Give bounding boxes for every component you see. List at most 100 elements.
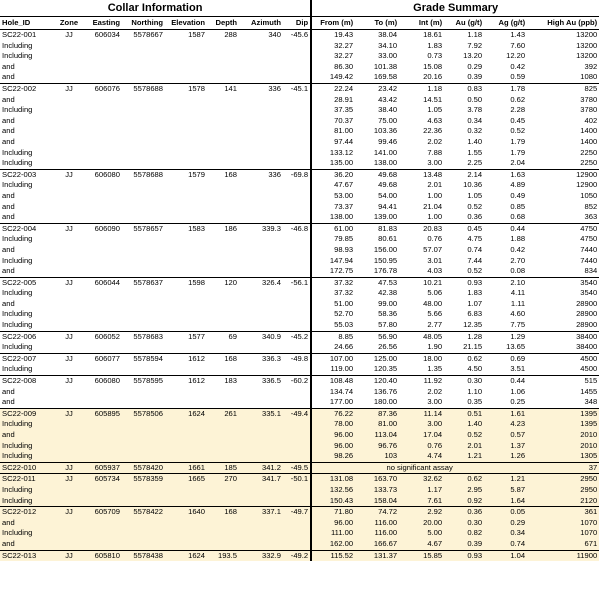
- grade-cell: 99.00: [378, 298, 398, 308]
- empty-cell: [239, 397, 283, 408]
- table-row: SC22-005 JJ 606044 5578637 1598 120 326.4 -56.1…: [0, 276, 600, 289]
- grade-cell: 1.10: [467, 386, 483, 396]
- grade-cell: 2.92: [399, 506, 445, 518]
- collar-cell: SC22-005: [0, 276, 56, 289]
- collar-cell: -50.1: [283, 473, 313, 485]
- table-row: and 28.91 43.42 14.51 0.50 0.62 3780: [0, 94, 599, 106]
- grade-cell: 12900: [576, 180, 598, 190]
- empty-cell: [239, 495, 283, 507]
- grade-cell: 0.05: [484, 506, 528, 518]
- table-row: SC22-004 JJ 606090 5578657 1583 186 339.3 -46.8…: [0, 222, 600, 235]
- empty-cell: [239, 137, 283, 148]
- grade-cell: 38.40: [378, 105, 398, 115]
- empty-cell: [283, 147, 313, 159]
- grade-cell: 1.55: [467, 147, 483, 157]
- empty-cell: [56, 202, 82, 213]
- grade-cell: 2.10: [484, 276, 528, 289]
- grade-cell: 0.68: [510, 212, 526, 222]
- interval-label: Including: [2, 364, 33, 374]
- grade-cell: 150.95: [373, 255, 398, 265]
- grade-cell: 1395: [527, 419, 600, 430]
- empty-cell: [122, 212, 165, 223]
- table-row: SC22-003 JJ 606080 5578688 1579 168 336 -69.8 36…: [0, 168, 600, 181]
- empty-cell: [165, 528, 207, 539]
- empty-cell: [56, 191, 82, 202]
- grade-cell: 125.00: [355, 352, 400, 365]
- grade-cell: 1.21: [484, 473, 528, 485]
- collar-cell: 5578594: [122, 352, 165, 365]
- grade-cell: 3.00: [427, 158, 443, 168]
- empty-cell: [165, 126, 207, 137]
- empty-cell: [283, 126, 313, 137]
- interval-label: and: [2, 397, 15, 407]
- grade-cell: 0.62: [444, 352, 485, 365]
- empty-cell: [239, 212, 283, 223]
- interval-label: and: [2, 136, 15, 146]
- empty-cell: [56, 288, 82, 299]
- table-row: Including 119.00 120.35 1.35 4.50 3.51 4500: [0, 364, 599, 376]
- grade-cell: 1.06: [510, 386, 526, 396]
- table-row: SC22-001 JJ 606034 5578667 1587 288 340 -45.6 19…: [0, 28, 600, 41]
- empty-cell: [56, 320, 82, 331]
- grade-cell: 141.00: [373, 147, 398, 157]
- empty-cell: [207, 299, 239, 310]
- empty-cell: [239, 320, 283, 331]
- grade-cell: 2010: [527, 429, 600, 441]
- empty-cell: [56, 440, 82, 452]
- table-row: and 134.74 136.76 2.02 1.10 1.06 1455: [0, 386, 599, 398]
- empty-cell: [122, 495, 165, 507]
- interval-label: Including: [2, 288, 33, 298]
- collar-cell: 605895: [82, 407, 122, 420]
- collar-cell: -49.7: [283, 506, 313, 518]
- empty-cell: [283, 255, 313, 267]
- empty-cell: [207, 387, 239, 398]
- collar-cell: JJ: [56, 473, 82, 485]
- grade-cell: 2.77: [427, 320, 443, 330]
- collar-cell: 605810: [82, 549, 122, 562]
- empty-cell: [122, 234, 165, 245]
- grade-cell: 6.83: [467, 309, 483, 319]
- collar-cell: 606076: [82, 82, 122, 95]
- grade-cell: 2.02: [427, 386, 443, 396]
- collar-cell: SC22-013: [0, 549, 56, 562]
- empty-cell: [165, 387, 207, 398]
- grade-cell: 1.63: [484, 168, 528, 181]
- collar-cell: 168: [207, 352, 239, 365]
- empty-cell: [207, 397, 239, 408]
- grade-cell: 169.58: [373, 72, 398, 82]
- grade-cell: 116.00: [355, 517, 400, 529]
- interval-label: Including: [2, 342, 33, 352]
- grade-cell: 20.00: [399, 517, 445, 529]
- grade-cell: 1.83: [427, 40, 443, 50]
- table-row: Including 133.12 141.00 7.88 1.55 1.79 2250: [0, 147, 599, 159]
- grade-cell: 1.07: [467, 298, 483, 308]
- grade-cell: 3780: [580, 105, 598, 115]
- empty-cell: [239, 429, 283, 441]
- empty-cell: [82, 538, 122, 550]
- grade-cell: 0.29: [467, 61, 483, 71]
- grade-cell: 1.90: [427, 342, 443, 352]
- column-header: Int (m): [399, 16, 445, 30]
- empty-cell: [207, 202, 239, 213]
- collar-cell: SC22-007: [0, 352, 56, 365]
- grade-cell: 12.35: [463, 320, 483, 330]
- grade-cell: 17.04: [399, 429, 445, 441]
- grade-cell: 0.83: [444, 82, 485, 95]
- interval-label: and: [2, 94, 15, 104]
- empty-cell: [165, 538, 207, 550]
- grade-cell: 671: [527, 538, 600, 550]
- grade-cell: 54.00: [378, 190, 398, 200]
- grade-cell: 7.88: [427, 147, 443, 157]
- grade-cell: 132.56: [311, 484, 356, 496]
- grade-cell: 3.51: [510, 364, 526, 374]
- grade-cell: 13200: [527, 28, 600, 41]
- empty-cell: [239, 266, 283, 277]
- grade-cell: 51.00: [334, 298, 354, 308]
- column-header: Northing: [122, 16, 165, 30]
- table-row: Including 79.85 80.61 0.76 4.75 1.88 4750: [0, 234, 599, 245]
- collar-cell: 5578438: [122, 549, 165, 562]
- collar-cell: 1578: [165, 82, 207, 95]
- grade-cell: 138.00: [373, 158, 398, 168]
- empty-cell: [283, 115, 313, 127]
- column-header: Zone: [56, 16, 82, 30]
